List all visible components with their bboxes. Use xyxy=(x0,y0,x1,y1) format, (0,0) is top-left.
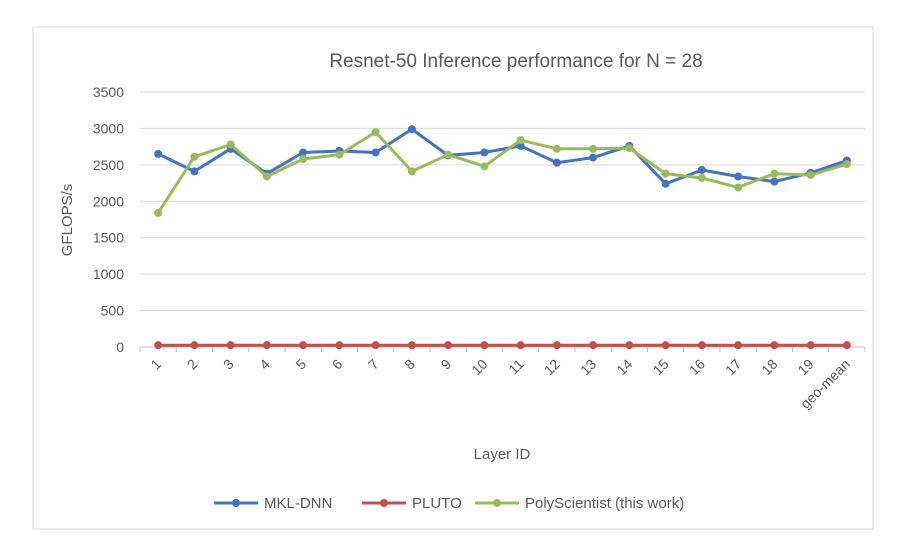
data-point xyxy=(480,341,489,350)
data-point xyxy=(734,172,743,181)
x-axis-title: Layer ID xyxy=(474,446,531,463)
y-tick-label: 2500 xyxy=(93,157,124,173)
legend: MKL-DNN PLUTO PolyScientist (this work) xyxy=(214,495,684,512)
y-tick-label: 3000 xyxy=(93,120,124,136)
data-point xyxy=(625,341,634,350)
data-point xyxy=(770,341,779,350)
y-tick-label: 1500 xyxy=(93,230,124,246)
data-point xyxy=(154,149,163,158)
legend-label: MKL-DNN xyxy=(264,495,332,512)
data-point xyxy=(226,341,235,350)
series-line xyxy=(156,130,849,215)
legend-item: MKL-DNN xyxy=(214,495,332,512)
data-point xyxy=(371,128,380,137)
series-1 xyxy=(154,341,851,350)
data-point xyxy=(154,341,163,350)
data-point xyxy=(299,148,308,157)
data-point xyxy=(516,136,525,145)
y-tick-label: 500 xyxy=(101,303,125,319)
series-2 xyxy=(154,128,851,217)
gridlines xyxy=(140,91,865,348)
data-point xyxy=(842,160,851,169)
data-point xyxy=(335,150,344,159)
data-point xyxy=(480,148,489,157)
data-point xyxy=(770,177,779,186)
data-point xyxy=(661,179,670,188)
data-point xyxy=(552,144,561,153)
data-point xyxy=(770,169,779,178)
data-point xyxy=(407,125,416,134)
y-axis-title: GFLOPS/s xyxy=(59,184,76,257)
data-point xyxy=(371,148,380,157)
y-tick-labels: 0 500 1000 1500 2000 2500 3000 3500 xyxy=(93,84,124,355)
data-point xyxy=(661,341,670,350)
data-point xyxy=(552,341,561,350)
series-lines xyxy=(154,125,851,350)
data-point xyxy=(697,165,706,174)
data-point xyxy=(407,167,416,176)
legend-item: PolyScientist (this work) xyxy=(475,495,684,512)
data-point xyxy=(407,341,416,350)
data-point xyxy=(299,155,308,164)
data-point xyxy=(190,152,199,161)
legend-label: PLUTO xyxy=(412,495,462,512)
legend-marker xyxy=(232,499,240,507)
data-point xyxy=(806,171,815,180)
data-point xyxy=(842,341,851,350)
legend-item: PLUTO xyxy=(362,495,462,512)
data-point xyxy=(262,172,271,181)
data-point xyxy=(262,341,271,350)
data-point xyxy=(806,341,815,350)
data-point xyxy=(444,341,453,350)
data-point xyxy=(226,140,235,149)
data-point xyxy=(697,341,706,350)
data-point xyxy=(589,153,598,162)
data-point xyxy=(371,341,380,350)
data-point xyxy=(697,173,706,182)
y-tick-label: 3500 xyxy=(93,84,124,100)
data-point xyxy=(444,150,453,159)
data-point xyxy=(625,144,634,153)
legend-label: PolyScientist (this work) xyxy=(525,495,684,512)
data-point xyxy=(589,144,598,153)
legend-marker xyxy=(380,499,388,507)
data-point xyxy=(154,208,163,217)
y-tick-label: 0 xyxy=(116,339,124,355)
data-point xyxy=(335,341,344,350)
data-point xyxy=(661,169,670,178)
series-line xyxy=(156,127,849,186)
data-point xyxy=(516,341,525,350)
data-point xyxy=(516,141,525,150)
data-point xyxy=(480,162,489,171)
data-point xyxy=(299,341,308,350)
data-point xyxy=(734,183,743,192)
chart-border xyxy=(32,26,874,530)
chart-title: Resnet-50 Inference performance for N = … xyxy=(329,51,702,72)
data-point xyxy=(190,167,199,176)
data-point xyxy=(734,341,743,350)
y-tick-label: 1000 xyxy=(93,266,124,282)
y-tick-label: 2000 xyxy=(93,193,124,209)
legend-marker xyxy=(493,499,501,507)
data-point xyxy=(552,158,561,167)
data-point xyxy=(190,341,199,350)
data-point xyxy=(589,341,598,350)
